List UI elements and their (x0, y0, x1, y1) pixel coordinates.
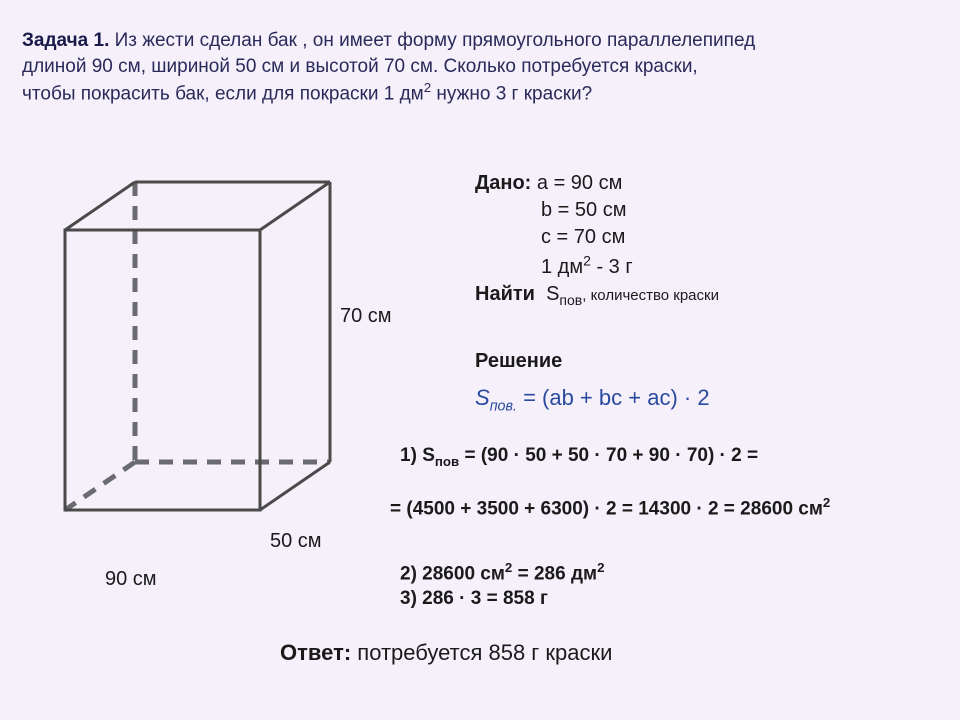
problem-line3b: нужно 3 г краски? (431, 84, 592, 105)
formula-eq: = (ab + bc + ac) · 2 (517, 385, 710, 410)
find-S: S (546, 283, 559, 305)
slide-root: Задача 1. Из жести сделан бак , он имеет… (0, 0, 960, 720)
parallelepiped-svg (55, 160, 355, 580)
solution-header: Решение (475, 350, 562, 373)
parallelepiped-diagram (55, 160, 355, 580)
label-height: 70 см (340, 305, 392, 328)
given-block: Дано: a = 90 см b = 50 см c = 70 см 1 дм… (475, 170, 719, 310)
formula-S: S (475, 385, 490, 410)
step1-num: 1) (400, 445, 422, 466)
answer-label: Ответ: (280, 640, 351, 665)
answer-text: потребуется 858 г краски (351, 640, 612, 665)
step1-S-sub: пов (435, 454, 459, 469)
problem-title: Задача 1. (22, 30, 109, 51)
step1-S: S (422, 445, 435, 466)
problem-line1: Из жести сделан бак , он имеет форму пря… (109, 30, 755, 51)
find-S-sub: пов (559, 292, 582, 308)
find-rest: , количество краски (582, 287, 719, 304)
label-width: 90 см (105, 568, 157, 591)
step1-eq: = (90 · 50 + 50 · 70 + 90 · 70) · 2 = (459, 445, 758, 466)
hidden-back-depth (65, 462, 135, 510)
top-left-edge (65, 182, 135, 230)
step1b-sup: 2 (823, 495, 830, 510)
solution-step-2: 2) 28600 см2 = 286 дм2 (400, 560, 604, 585)
given-label: Дано: (475, 172, 531, 194)
given-rate-sup: 2 (583, 252, 591, 268)
given-c: c = 70 см (541, 226, 625, 248)
problem-line3a: чтобы покрасить бак, если для покраски 1… (22, 84, 424, 105)
surface-area-formula: Sпов. = (ab + bc + ac) · 2 (475, 385, 710, 414)
given-a: a = 90 см (537, 172, 622, 194)
given-rate-pre: 1 дм (541, 256, 583, 278)
solution-step-3: 3) 286 · 3 = 858 г (400, 588, 548, 610)
problem-line2: длиной 90 см, шириной 50 см и высотой 70… (22, 56, 698, 77)
step1b-text: = (4500 + 3500 + 6300) · 2 = 14300 · 2 =… (390, 498, 823, 519)
label-depth: 50 см (270, 530, 322, 553)
problem-statement: Задача 1. Из жести сделан бак , он имеет… (22, 28, 950, 107)
step2-mid: = 286 дм (512, 563, 597, 584)
right-bottom-depth (260, 462, 330, 510)
given-b: b = 50 см (541, 199, 626, 221)
given-rate-post: - 3 г (591, 256, 633, 278)
step2-pre: 2) 28600 см (400, 563, 505, 584)
front-face (65, 230, 260, 510)
find-label: Найти (475, 283, 535, 305)
solution-step-1: 1) Sпов = (90 · 50 + 50 · 70 + 90 · 70) … (400, 445, 758, 469)
formula-S-sub: пов. (490, 398, 517, 414)
step2-sup2: 2 (597, 560, 604, 575)
solution-step-1b: = (4500 + 3500 + 6300) · 2 = 14300 · 2 =… (390, 495, 830, 520)
answer-line: Ответ: потребуется 858 г краски (280, 640, 612, 666)
top-right-edge (260, 182, 330, 230)
